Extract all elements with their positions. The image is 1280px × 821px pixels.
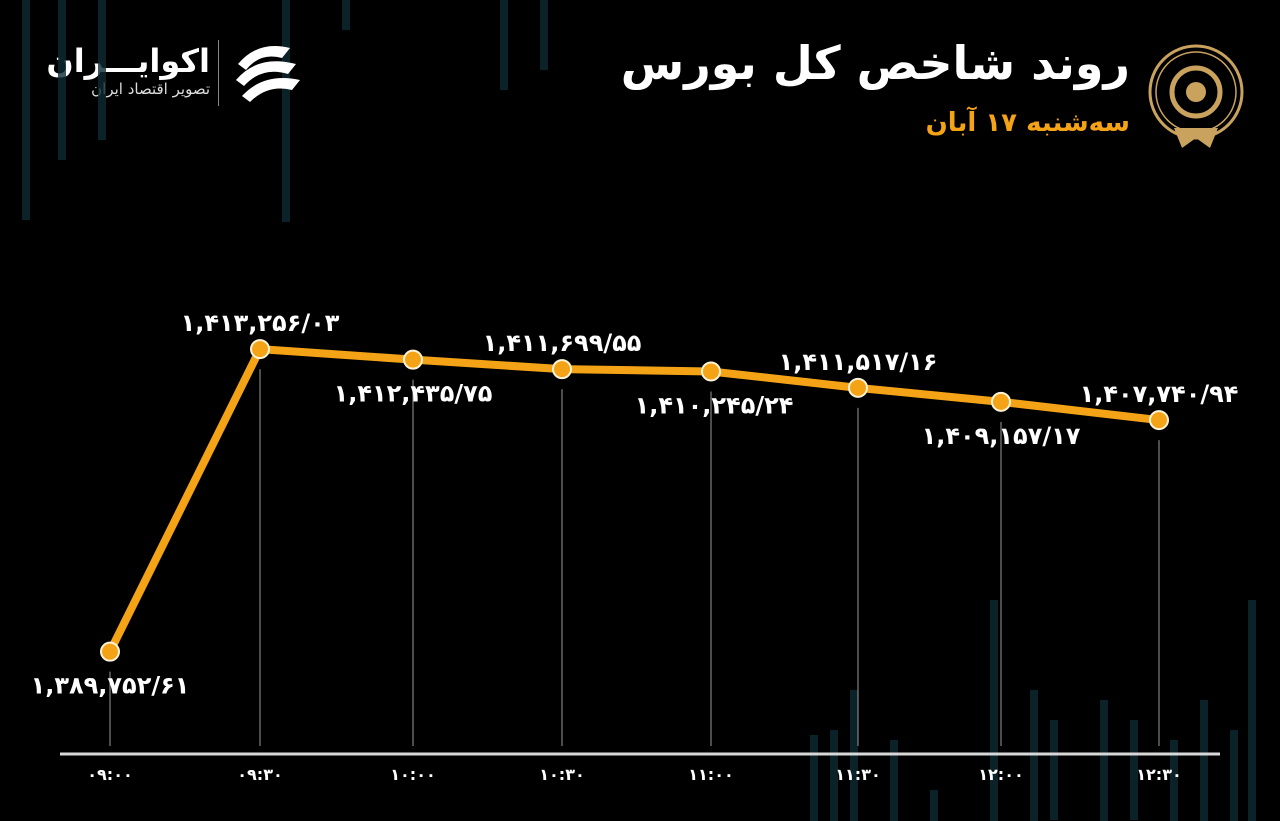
stock-exchange-seal-icon (1148, 44, 1244, 148)
brand-mark-icon (236, 46, 300, 102)
data-point (991, 391, 1011, 412)
brand-divider (218, 40, 219, 106)
data-label: ۱,۴۱۲,۴۳۵/۷۵ (334, 380, 493, 408)
data-label: ۱,۴۱۱,۵۱۷/۱۶ (779, 348, 938, 376)
data-point (250, 339, 270, 360)
x-tick-label: ۱۲:۳۰ (1136, 765, 1181, 784)
decor-bar (1170, 740, 1178, 821)
data-point (403, 349, 423, 370)
decor-bar (58, 0, 66, 160)
decor-bar (890, 740, 898, 821)
data-point (100, 641, 120, 662)
data-point (701, 361, 721, 382)
decor-bar (540, 0, 548, 70)
decor-bar (810, 735, 818, 821)
decor-bar (1050, 720, 1058, 820)
decor-bar (930, 790, 938, 821)
decor-bar (22, 0, 30, 220)
decor-bar (1100, 700, 1108, 821)
x-tick-label: ۰۹:۳۰ (237, 765, 282, 784)
decor-bar (342, 0, 350, 30)
decor-bar (500, 0, 508, 90)
data-point (552, 359, 572, 380)
decor-bar (1248, 600, 1256, 821)
data-label: ۱,۴۰۷,۷۴۰/۹۴ (1080, 380, 1239, 408)
brand-tagline: تصویر اقتصاد ایران (91, 80, 210, 98)
series-line (106, 345, 1160, 654)
chart-subtitle: سه‌شنبه ۱۷ آبان (925, 108, 1130, 138)
x-tick-label: ۰۹:۰۰ (87, 765, 132, 784)
data-label: ۱,۴۱۳,۲۵۶/۰۳ (181, 309, 340, 337)
decor-bar (1230, 730, 1238, 821)
decor-bar (1200, 700, 1208, 821)
x-tick-label: ۱۰:۳۰ (539, 765, 584, 784)
x-tick-label: ۱۲:۰۰ (978, 765, 1023, 784)
x-tick-label: ۱۱:۳۰ (835, 765, 880, 784)
decor-bar (98, 0, 106, 140)
brand-name: اکوایـــران (46, 42, 210, 80)
chart-title: روند شاخص کل بورس (620, 36, 1130, 90)
decor-bar (1130, 720, 1138, 820)
data-label: ۱,۳۸۹,۷۵۲/۶۱ (31, 672, 190, 700)
x-tick-label: ۱۰:۰۰ (390, 765, 435, 784)
decor-bar (282, 0, 290, 222)
data-point (848, 377, 868, 398)
decor-bar (990, 600, 998, 821)
decor-bar (830, 730, 838, 821)
data-label: ۱,۴۱۰,۲۴۵/۲۴ (635, 391, 794, 419)
brand-logo: اکوایـــران تصویر اقتصاد ایران (46, 42, 210, 98)
data-label: ۱,۴۰۹,۱۵۷/۱۷ (922, 422, 1081, 450)
data-point (1149, 410, 1169, 431)
x-tick-label: ۱۱:۰۰ (688, 765, 733, 784)
data-label: ۱,۴۱۱,۶۹۹/۵۵ (483, 329, 642, 357)
